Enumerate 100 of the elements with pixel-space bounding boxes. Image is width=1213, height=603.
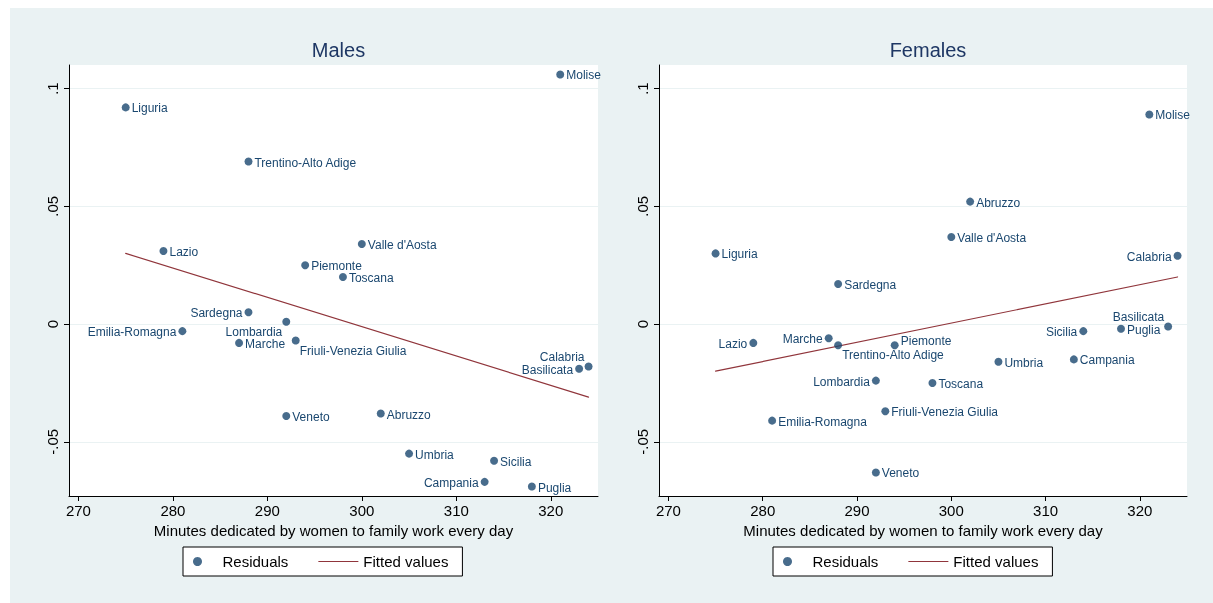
annotation: Calabria — [539, 350, 585, 365]
chart-title: Males — [311, 39, 366, 61]
point — [928, 378, 937, 387]
y-tick-label: 0 — [44, 319, 61, 329]
annotation: Valle d'Aosta — [957, 230, 1027, 245]
y-tick-label: -.05 — [44, 428, 61, 455]
y-tick-label: .1 — [44, 82, 61, 95]
point — [1079, 327, 1088, 336]
annotation: Veneto — [292, 409, 330, 424]
annotation: Puglia — [1127, 322, 1161, 337]
annotation: Friuli-Venezia Giulia — [299, 343, 407, 358]
legend-label: Residuals — [812, 553, 879, 570]
point — [357, 240, 366, 248]
annotation: Veneto — [881, 466, 920, 481]
point — [490, 456, 499, 465]
point — [871, 468, 880, 477]
point — [301, 261, 310, 270]
point — [881, 407, 890, 416]
x-axis-title: Minutes dedicated by women to family work every day — [743, 521, 1104, 539]
y-tick-label: .05 — [634, 195, 651, 217]
annotation: Sardegna — [190, 306, 243, 321]
x-tick-label: 280 — [160, 502, 186, 519]
point — [834, 341, 843, 350]
annotation: Lombardia — [813, 374, 871, 389]
point — [178, 327, 187, 336]
point — [575, 364, 584, 373]
point — [282, 317, 291, 326]
annotation: Molise — [1155, 108, 1191, 123]
annotation: Lazio — [718, 336, 748, 351]
point — [480, 477, 489, 486]
point — [235, 338, 244, 347]
point — [291, 336, 300, 345]
legend-label: Fitted values — [953, 553, 1039, 570]
annotation: Marche — [782, 332, 824, 347]
annotation: Lombardia — [225, 324, 283, 339]
annotation: Valle d'Aosta — [367, 237, 437, 252]
x-tick-label: 300 — [938, 502, 964, 519]
x-axis-title: Minutes dedicated by women to family work every day — [153, 521, 514, 539]
annotation: Puglia — [537, 480, 572, 495]
point — [405, 449, 414, 458]
point — [711, 249, 720, 258]
y-tick-label: 0 — [634, 319, 651, 329]
point — [947, 232, 956, 241]
x-tick-label: 310 — [443, 502, 469, 519]
annotation: Sardegna — [844, 278, 897, 293]
point — [282, 411, 291, 420]
annotation: Emilia-Romagna — [87, 325, 177, 340]
point — [1145, 110, 1154, 119]
x-tick-label: 280 — [750, 502, 776, 519]
annotation: Emilia-Romagna — [778, 414, 868, 429]
legend-label: Residuals — [222, 553, 289, 570]
point — [871, 376, 880, 385]
point — [121, 103, 130, 112]
x-tick-label: 290 — [844, 502, 870, 519]
point — [527, 482, 536, 491]
annotation: Trentino-Alto Adige — [254, 155, 357, 170]
y-tick-label: .1 — [634, 82, 651, 95]
annotation: Abruzzo — [386, 407, 432, 422]
annotation: Toscana — [938, 376, 984, 391]
annotation: Campania — [423, 475, 479, 490]
annotation: Campania — [1079, 353, 1135, 368]
annotation: Liguria — [131, 101, 169, 116]
y-tick-label: .05 — [44, 195, 61, 217]
annotation: Umbria — [415, 447, 455, 462]
point — [376, 409, 385, 418]
annotation: Umbria — [1004, 355, 1044, 370]
point — [1117, 324, 1125, 333]
annotation: Lazio — [169, 245, 199, 260]
point — [749, 338, 758, 347]
point — [966, 197, 975, 206]
annotation: Piemonte — [900, 334, 952, 349]
point — [159, 247, 168, 256]
legend-label: Fitted values — [363, 553, 449, 570]
annotation: Basilicata — [521, 362, 574, 377]
annotation: Basilicata — [1112, 310, 1165, 325]
point — [244, 308, 253, 317]
point — [824, 334, 833, 343]
y-tick-label: -.05 — [634, 428, 651, 455]
point — [1069, 355, 1078, 364]
annotation: Marche — [245, 336, 286, 351]
x-tick-label: 320 — [1127, 502, 1153, 519]
annotation: Trentino-Alto Adige — [842, 348, 945, 363]
point — [890, 341, 899, 350]
point — [584, 362, 593, 371]
x-tick-label: 270 — [65, 502, 91, 519]
point — [994, 357, 1003, 366]
x-tick-label: 270 — [655, 502, 681, 519]
annotation: Molise — [566, 68, 602, 83]
x-tick-label: 290 — [254, 502, 280, 519]
point — [834, 280, 843, 289]
point — [244, 157, 253, 166]
point — [556, 70, 565, 79]
annotation: Liguria — [721, 247, 758, 262]
annotation: Calabria — [1126, 249, 1172, 264]
x-tick-label: 310 — [1033, 502, 1059, 519]
point — [1173, 251, 1182, 260]
chart-title: Females — [889, 39, 967, 61]
annotation: Abruzzo — [976, 195, 1021, 210]
x-tick-label: 320 — [538, 502, 564, 519]
annotation: Sicilia — [1045, 325, 1078, 340]
